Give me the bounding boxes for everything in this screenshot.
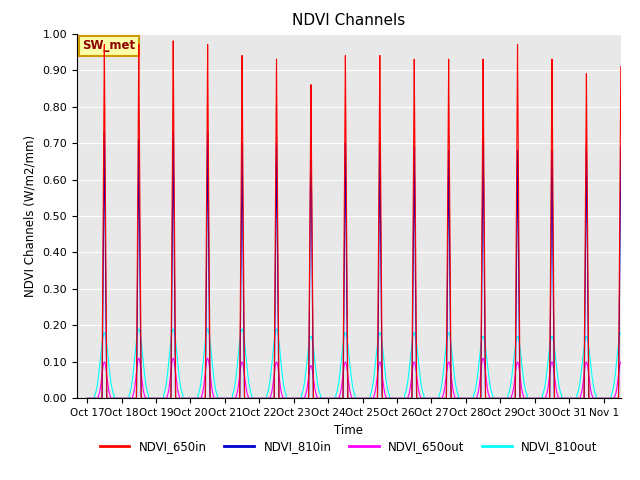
Y-axis label: NDVI Channels (W/m2/mm): NDVI Channels (W/m2/mm) — [24, 135, 36, 297]
X-axis label: Time: Time — [334, 424, 364, 437]
Text: SW_met: SW_met — [82, 39, 136, 52]
Legend: NDVI_650in, NDVI_810in, NDVI_650out, NDVI_810out: NDVI_650in, NDVI_810in, NDVI_650out, NDV… — [95, 436, 602, 458]
Title: NDVI Channels: NDVI Channels — [292, 13, 405, 28]
